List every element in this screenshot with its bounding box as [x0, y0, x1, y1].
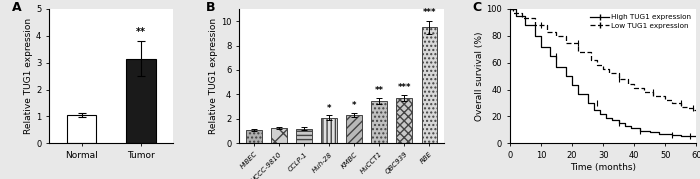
Bar: [396, 98, 412, 143]
Bar: [271, 128, 287, 143]
Text: A: A: [12, 1, 21, 14]
Y-axis label: Relative TUG1 expression: Relative TUG1 expression: [209, 18, 218, 134]
Bar: [346, 115, 362, 143]
Text: C: C: [473, 1, 482, 14]
Bar: [372, 101, 387, 143]
X-axis label: Time (months): Time (months): [570, 163, 636, 172]
Text: *: *: [327, 104, 331, 113]
Y-axis label: Overall survival (%): Overall survival (%): [475, 31, 484, 121]
Text: **: **: [136, 27, 146, 37]
Bar: [126, 59, 155, 143]
Text: B: B: [206, 1, 216, 14]
Legend: High TUG1 expression, Low TUG1 expression: High TUG1 expression, Low TUG1 expressio…: [589, 13, 693, 30]
Text: **: **: [374, 86, 384, 95]
Text: ***: ***: [423, 8, 436, 18]
Bar: [66, 115, 97, 143]
Text: *: *: [352, 101, 356, 110]
Text: ***: ***: [398, 83, 411, 92]
Bar: [246, 130, 262, 143]
Bar: [421, 27, 437, 143]
Bar: [296, 129, 312, 143]
Y-axis label: Relative TUG1 expression: Relative TUG1 expression: [25, 18, 33, 134]
Bar: [321, 118, 337, 143]
